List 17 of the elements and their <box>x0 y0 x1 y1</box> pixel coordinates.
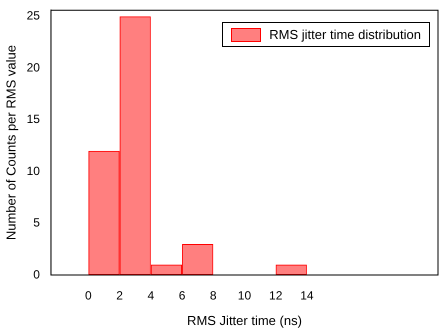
x-tick-label: 6 <box>178 288 186 303</box>
y-tick-label: 0 <box>33 267 40 282</box>
y-tick-label: 10 <box>26 164 40 178</box>
x-tick-label: 0 <box>85 288 92 303</box>
x-tick-label: 8 <box>210 288 217 303</box>
y-tick-label: 20 <box>26 60 40 74</box>
x-tick-label: 2 <box>116 288 124 303</box>
x-tick-label: 4 <box>147 288 154 303</box>
x-tick-label: 14 <box>300 288 314 303</box>
y-tick-label: 25 <box>26 8 40 23</box>
y-tick-label: 5 <box>33 216 40 230</box>
x-axis-title: RMS Jitter time (ns) <box>187 312 302 328</box>
x-tick-label: 10 <box>238 288 252 303</box>
x-tick-label: 12 <box>269 288 283 303</box>
y-axis-title: Number of Counts per RMS value <box>3 45 18 240</box>
y-tick-label: 15 <box>26 112 40 126</box>
legend-label: RMS jitter time distribution <box>269 27 421 42</box>
